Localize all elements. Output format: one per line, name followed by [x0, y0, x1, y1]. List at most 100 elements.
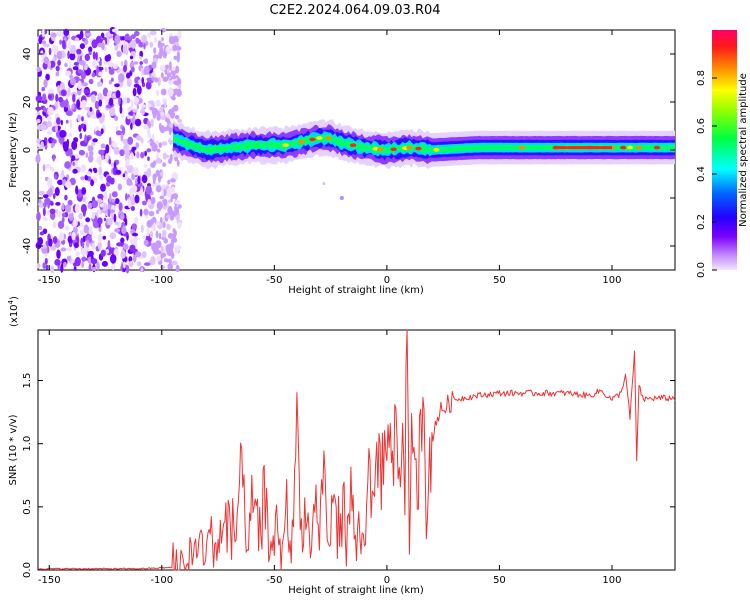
noise-speckle: [141, 106, 145, 116]
noise-speckle: [146, 227, 150, 237]
x-tick-label: 100: [602, 575, 621, 586]
noise-speckle: [71, 104, 75, 110]
noise-speckle: [69, 119, 73, 129]
noise-speckle: [36, 67, 42, 72]
noise-speckle: [177, 84, 182, 89]
noise-speckle: [42, 262, 46, 269]
snr-series-line: [37, 329, 676, 571]
noise-speckle: [155, 157, 162, 164]
colorbar-tick-label: 0.2: [696, 214, 707, 230]
noise-speckle: [91, 39, 98, 49]
noise-speckle: [141, 34, 148, 43]
noise-speckle: [82, 235, 86, 243]
noise-speckle: [45, 264, 49, 270]
noise-speckle: [118, 96, 121, 105]
noise-speckle: [139, 50, 144, 58]
noise-speckle: [148, 121, 152, 129]
ridge-hotspot: [309, 137, 316, 142]
noise-speckle: [97, 209, 102, 214]
noise-speckle: [132, 87, 137, 97]
noise-speckle: [122, 44, 128, 55]
noise-speckle: [93, 168, 98, 174]
noise-speckle: [96, 261, 100, 271]
noise-speckle: [105, 144, 110, 154]
noise-speckle: [79, 43, 85, 50]
noise-speckle: [41, 86, 45, 92]
noise-speckle: [52, 154, 55, 162]
noise-speckle: [170, 251, 175, 259]
y-tick-label: -20: [22, 190, 33, 206]
noise-speckle: [71, 231, 76, 241]
noise-speckle: [147, 132, 152, 138]
noise-speckle: [49, 208, 56, 215]
noise-speckle: [141, 77, 144, 84]
noise-speckle: [170, 210, 177, 217]
noise-speckle: [151, 61, 157, 69]
noise-speckle: [60, 89, 67, 97]
noise-speckle: [113, 161, 117, 169]
noise-speckle: [125, 158, 130, 167]
noise-speckle: [113, 213, 117, 223]
noise-speckle: [172, 228, 176, 234]
noise-speckle: [162, 162, 167, 168]
noise-speckle: [43, 78, 48, 88]
noise-speckle: [63, 261, 67, 268]
ridge-hotspot: [620, 145, 627, 150]
noise-speckle: [157, 76, 161, 87]
noise-speckle: [73, 242, 79, 249]
noise-speckle: [158, 51, 163, 59]
noise-speckle: [174, 156, 179, 162]
noise-speckle: [120, 237, 125, 244]
noise-speckle: [71, 155, 76, 162]
colorbar-tick-label: 0.6: [696, 118, 707, 134]
noise-speckle: [57, 210, 62, 218]
noise-speckle: [130, 206, 135, 211]
noise-speckle: [114, 45, 119, 51]
snr-frame: [37, 329, 676, 571]
noise-speckle: [80, 71, 86, 80]
noise-speckle: [77, 114, 81, 123]
noise-speckle: [114, 34, 121, 45]
x-tick-label: -50: [266, 575, 282, 586]
noise-speckle: [135, 178, 138, 185]
noise-speckle: [56, 249, 61, 259]
noise-speckle: [134, 76, 140, 84]
noise-speckle: [158, 232, 162, 240]
noise-speckle: [43, 202, 47, 208]
noise-speckle: [36, 263, 41, 269]
noise-speckle: [122, 266, 126, 272]
noise-speckle: [43, 56, 49, 65]
noise-speckle: [69, 148, 73, 158]
spectrogram-ridge: [173, 119, 675, 170]
noise-speckle: [100, 128, 104, 135]
noise-speckle: [151, 76, 155, 81]
noise-speckle: [139, 61, 143, 65]
noise-speckle: [66, 247, 73, 252]
noise-speckle: [56, 30, 64, 37]
noise-speckle: [64, 70, 72, 77]
noise-speckle: [149, 230, 154, 238]
noise-speckle: [82, 99, 87, 108]
noise-speckle: [97, 112, 102, 118]
noise-speckle: [61, 217, 65, 223]
noise-speckle: [81, 256, 87, 262]
noise-speckle: [132, 232, 138, 237]
noise-speckle: [36, 153, 40, 163]
noise-speckle: [161, 141, 168, 146]
noise-speckle: [96, 65, 99, 75]
noise-speckle: [77, 80, 82, 90]
noise-speckle: [166, 258, 170, 263]
noise-speckle: [103, 96, 107, 101]
noise-speckle: [132, 254, 137, 263]
noise-speckle: [102, 235, 107, 240]
ridge-hotspot: [635, 145, 643, 150]
noise-speckle: [120, 249, 126, 259]
noise-speckle: [57, 179, 64, 185]
y-tick-label: 0.0: [22, 562, 33, 578]
noise-speckle: [107, 61, 114, 68]
noise-speckle: [85, 152, 89, 158]
noise-speckle: [115, 90, 121, 99]
spectrogram-y-label: Frequency (Hz): [8, 112, 19, 188]
noise-speckle: [146, 220, 153, 228]
